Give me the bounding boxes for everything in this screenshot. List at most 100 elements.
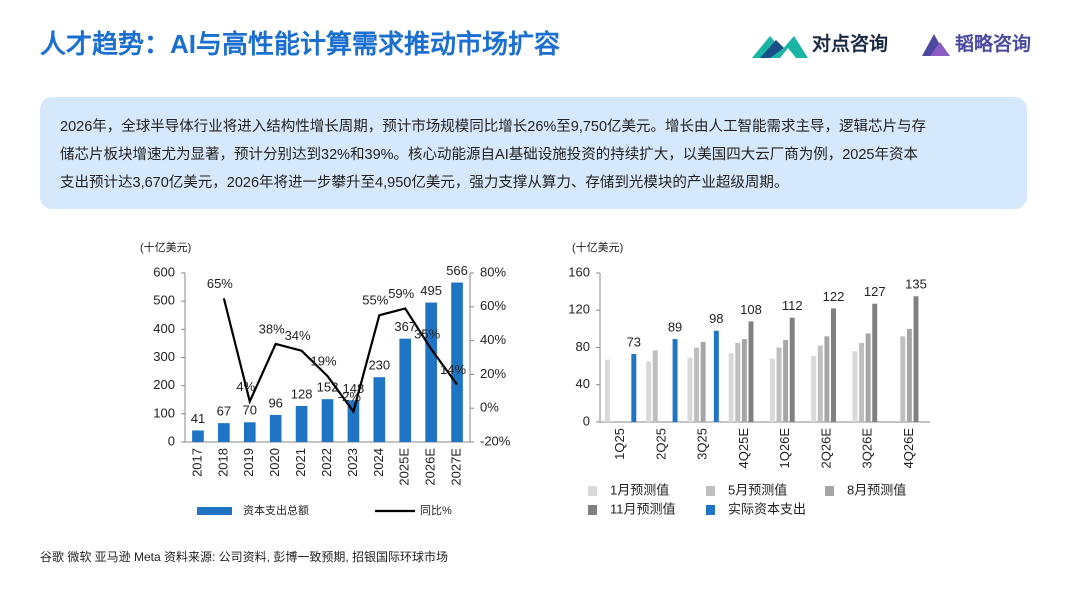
legend-label: 5月预测值 — [728, 482, 787, 497]
bar-value-label: 566 — [446, 263, 468, 278]
bar — [425, 302, 437, 442]
y-tick-label: 300 — [153, 349, 175, 364]
x-tick-label: 2023 — [345, 448, 360, 477]
bar — [859, 342, 864, 422]
legend-swatch — [706, 486, 715, 496]
bar-value-label: 122 — [823, 289, 845, 304]
x-tick-label: 3Q25 — [695, 428, 710, 460]
y-tick-label: 160 — [568, 264, 590, 279]
line-value-label: 38% — [259, 321, 285, 336]
bar — [831, 308, 836, 422]
y2-tick-label: 0% — [480, 400, 499, 415]
bar-value-label: 128 — [291, 386, 313, 401]
logo-mark — [760, 40, 784, 58]
bar-value-label: 96 — [268, 395, 282, 410]
bar — [906, 328, 912, 422]
bar — [373, 377, 386, 442]
bar-value-label: 112 — [782, 298, 803, 313]
y-tick-label: 500 — [153, 293, 175, 308]
legend-swatch — [197, 507, 232, 515]
unit-label: (十亿美元) — [140, 240, 191, 254]
bar-value-label: 89 — [668, 320, 682, 335]
legend-swatch — [588, 505, 597, 515]
bar-value-label: 73 — [627, 334, 641, 349]
bar — [776, 347, 782, 422]
x-tick-label: 1Q25 — [612, 428, 627, 460]
legend-swatch — [706, 505, 715, 515]
y2-tick-label: 40% — [480, 332, 506, 347]
logo-text: 对点咨询 — [812, 32, 888, 55]
y2-tick-label: 20% — [480, 366, 506, 381]
x-tick-label: 2020 — [267, 448, 282, 477]
bar — [269, 414, 282, 442]
legend-swatch — [588, 486, 597, 496]
y-tick-label: 80 — [576, 339, 590, 354]
y2-tick-label: -20% — [480, 433, 511, 448]
bar — [399, 338, 412, 442]
x-tick-label: 2021 — [293, 448, 308, 477]
bar — [824, 336, 830, 422]
bar — [694, 347, 699, 422]
bar-value-label: 367 — [394, 319, 416, 334]
x-tick-label: 2025E — [397, 448, 412, 486]
bar — [817, 345, 823, 422]
logo-1: 对点咨询 — [752, 32, 888, 58]
bar — [218, 423, 230, 442]
bar — [900, 336, 906, 422]
y-tick-label: 0 — [168, 433, 175, 448]
line-value-label: 14% — [440, 362, 466, 377]
line-value-label: 34% — [285, 328, 311, 343]
legend-label: 11月预测值 — [610, 501, 676, 516]
bar — [769, 358, 775, 422]
bar-value-label: 230 — [368, 358, 390, 373]
x-tick-label: 2024 — [371, 448, 386, 477]
bar — [913, 296, 919, 422]
legend-label: 实际资本支出 — [728, 501, 806, 516]
bar-value-label: 41 — [191, 411, 205, 426]
summary-line: 储芯片板块增速尤为显著，预计分别达到32%和39%。核心动能源自AI基础设施投资… — [60, 145, 918, 163]
line-value-label: 55% — [362, 293, 388, 308]
x-tick-label: 3Q26E — [860, 428, 875, 469]
legend-label: 1月预测值 — [610, 482, 669, 497]
bar — [604, 359, 610, 422]
summary-line: 2026年，全球半导体行业将进入结构性增长周期，预计市场规模同比增长26%至9,… — [60, 117, 926, 135]
footer: 谷歌 微软 亚马逊 Meta 资料来源: 公司资料, 彭博一致预期, 招银国际环… — [40, 549, 448, 564]
bar-value-label: 495 — [420, 283, 442, 298]
bar — [741, 339, 747, 422]
x-tick-label: 1Q26E — [777, 428, 792, 469]
bar — [713, 330, 719, 422]
x-tick-label: 2019 — [241, 448, 256, 477]
x-tick-label: 2Q25 — [653, 428, 668, 460]
bar — [789, 317, 795, 422]
summary-box — [40, 97, 1027, 209]
logo-text: 韬略咨询 — [955, 32, 1031, 55]
logo-2: 韬略咨询 — [922, 32, 1031, 56]
bar — [728, 353, 734, 422]
y-tick-label: 120 — [568, 302, 590, 317]
legend-label: 同比% — [420, 504, 452, 517]
y2-tick-label: 60% — [480, 298, 506, 313]
y2-tick-label: 80% — [480, 264, 506, 279]
bar — [631, 354, 637, 422]
legend-label: 资本支出总额 — [243, 503, 309, 517]
y-tick-label: 0 — [583, 413, 590, 428]
bar — [687, 357, 693, 422]
bar — [748, 321, 754, 422]
bar — [192, 430, 204, 442]
bar-value-label: 98 — [709, 311, 723, 326]
bar — [321, 399, 334, 442]
x-tick-label: 2026E — [423, 448, 438, 486]
bar — [735, 342, 741, 422]
bar — [672, 339, 678, 422]
logo-mark — [930, 42, 950, 56]
y-tick-label: 40 — [576, 376, 590, 391]
summary-line: 支出预计达3,670亿美元，2026年将进一步攀升至4,950亿美元，强力支撑从… — [60, 174, 788, 191]
bar — [852, 351, 858, 422]
y-tick-label: 600 — [153, 264, 175, 279]
line-value-label: 19% — [310, 354, 336, 369]
unit-label: (十亿美元) — [572, 240, 623, 254]
line-value-label: 35% — [414, 326, 440, 341]
bar — [783, 340, 789, 422]
bar — [347, 400, 360, 442]
